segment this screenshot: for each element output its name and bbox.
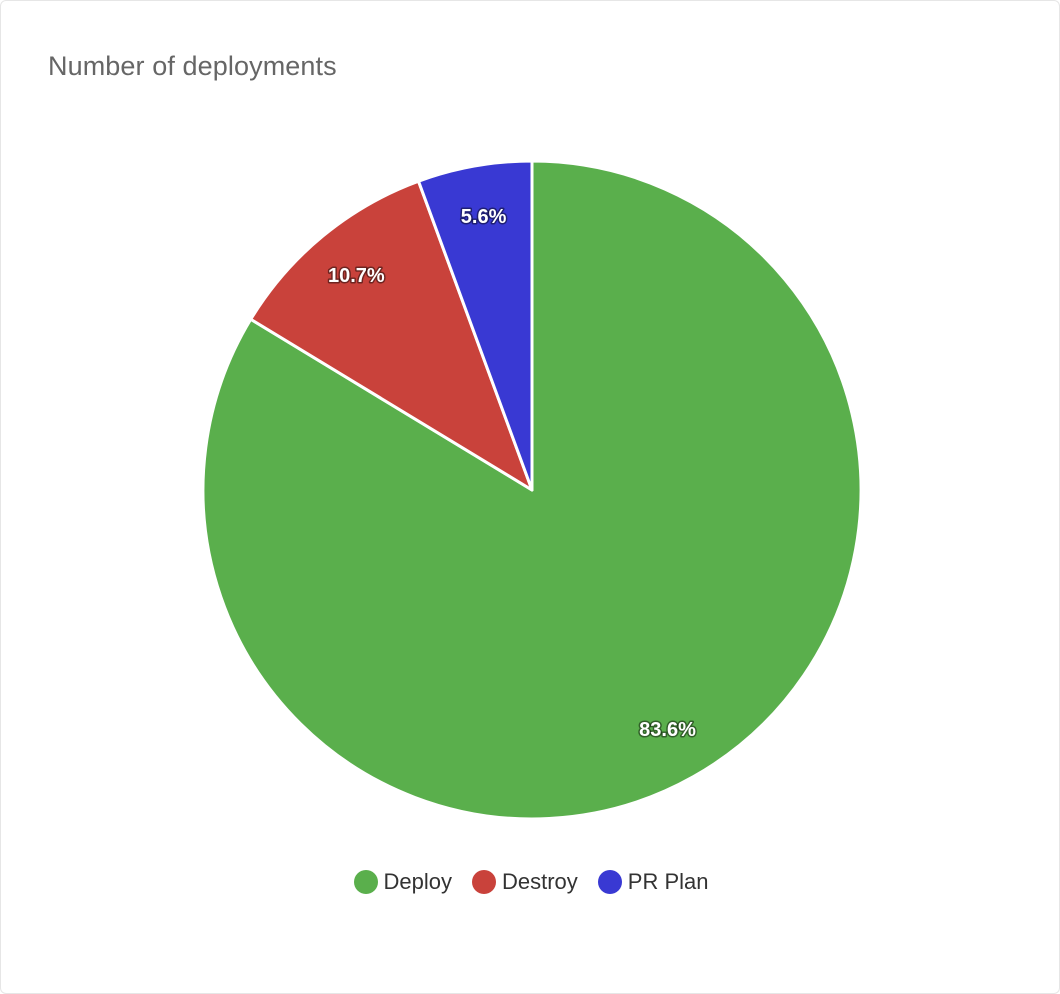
legend-item-destroy[interactable]: Destroy — [471, 869, 578, 895]
pie-slice-destroy[interactable] — [249, 179, 534, 492]
pie-label-pr-plan: 5.6% — [461, 206, 507, 228]
pie-chart: 83.6% 10.7% 5.6% — [201, 159, 863, 821]
legend-label-pr-plan: PR Plan — [627, 869, 709, 894]
legend-swatch-deploy — [353, 870, 378, 894]
legend-item-pr-plan[interactable]: PR Plan — [597, 869, 709, 895]
pie-label-deploy: 83.6% — [639, 719, 696, 741]
chart-title: Number of deployments — [48, 51, 337, 81]
legend-swatch-pr-plan — [597, 870, 622, 894]
pie-labels: 83.6% 10.7% 5.6% — [327, 205, 698, 743]
pie-label-destroy: 10.7% — [328, 265, 385, 287]
pie-slices — [201, 159, 863, 821]
pie-slice-deploy[interactable] — [201, 159, 863, 821]
pie-slice-pr-plan[interactable] — [417, 159, 534, 492]
chart-legend: Deploy Destroy PR Plan — [1, 869, 1060, 895]
legend-item-deploy[interactable]: Deploy — [353, 869, 452, 895]
legend-label-destroy: Destroy — [501, 869, 578, 894]
legend-swatch-destroy — [471, 870, 496, 894]
legend-label-deploy: Deploy — [383, 869, 452, 894]
